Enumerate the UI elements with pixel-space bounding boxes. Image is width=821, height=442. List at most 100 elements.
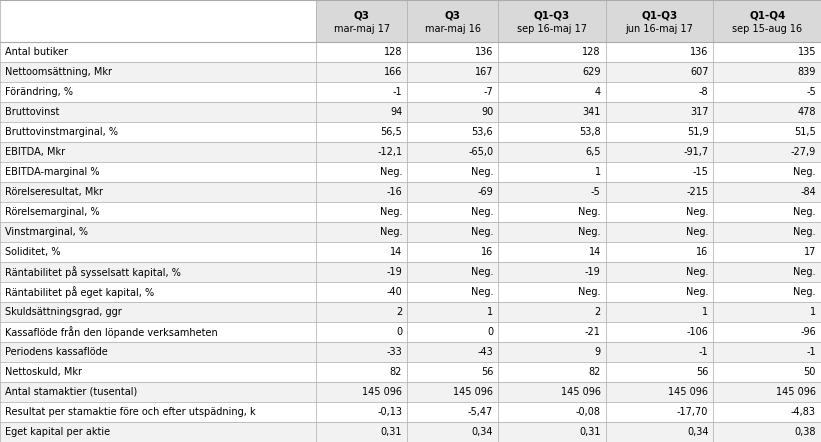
Text: Neg.: Neg. bbox=[578, 207, 601, 217]
Text: 51,5: 51,5 bbox=[794, 127, 816, 137]
Bar bbox=[0, 202, 821, 222]
Bar bbox=[0, 182, 821, 202]
Text: Neg.: Neg. bbox=[470, 227, 493, 237]
Bar bbox=[0, 162, 821, 182]
Text: 0,38: 0,38 bbox=[795, 427, 816, 437]
Text: Neg.: Neg. bbox=[470, 167, 493, 177]
Text: 317: 317 bbox=[690, 107, 709, 117]
Text: 82: 82 bbox=[589, 367, 601, 377]
Text: 51,9: 51,9 bbox=[686, 127, 709, 137]
Text: Rörelseresultat, Mkr: Rörelseresultat, Mkr bbox=[5, 187, 103, 197]
Text: 6,5: 6,5 bbox=[585, 147, 601, 157]
Text: 145 096: 145 096 bbox=[668, 387, 709, 397]
Bar bbox=[0, 282, 821, 302]
Text: -1: -1 bbox=[699, 347, 709, 357]
Text: Neg.: Neg. bbox=[794, 167, 816, 177]
Text: 56,5: 56,5 bbox=[380, 127, 402, 137]
Bar bbox=[0, 362, 821, 382]
Text: 167: 167 bbox=[475, 67, 493, 77]
Text: mar-maj 17: mar-maj 17 bbox=[333, 24, 390, 34]
Text: 2: 2 bbox=[594, 307, 601, 317]
Text: -27,9: -27,9 bbox=[791, 147, 816, 157]
Text: 2: 2 bbox=[396, 307, 402, 317]
Text: Neg.: Neg. bbox=[379, 207, 402, 217]
Text: 128: 128 bbox=[582, 47, 601, 57]
Text: EBITDA-marginal %: EBITDA-marginal % bbox=[5, 167, 99, 177]
Text: 0,31: 0,31 bbox=[381, 427, 402, 437]
Text: -84: -84 bbox=[800, 187, 816, 197]
Text: Antal stamaktier (tusental): Antal stamaktier (tusental) bbox=[5, 387, 137, 397]
Bar bbox=[0, 0, 316, 42]
Text: -1: -1 bbox=[806, 347, 816, 357]
Text: Räntabilitet på eget kapital, %: Räntabilitet på eget kapital, % bbox=[5, 286, 154, 298]
Text: 50: 50 bbox=[804, 367, 816, 377]
Text: 14: 14 bbox=[589, 247, 601, 257]
Text: Resultat per stamaktie före och efter utspädning, k: Resultat per stamaktie före och efter ut… bbox=[5, 407, 255, 417]
Bar bbox=[0, 62, 821, 82]
Text: sep 16-maj 17: sep 16-maj 17 bbox=[517, 24, 587, 34]
Text: Neg.: Neg. bbox=[470, 267, 493, 277]
Text: Soliditet, %: Soliditet, % bbox=[5, 247, 61, 257]
Text: -65,0: -65,0 bbox=[468, 147, 493, 157]
Text: Neg.: Neg. bbox=[794, 267, 816, 277]
Text: 1: 1 bbox=[810, 307, 816, 317]
Text: 629: 629 bbox=[582, 67, 601, 77]
Text: Neg.: Neg. bbox=[794, 207, 816, 217]
Text: Nettoskuld, Mkr: Nettoskuld, Mkr bbox=[5, 367, 82, 377]
Text: 128: 128 bbox=[383, 47, 402, 57]
Text: Q3: Q3 bbox=[354, 11, 369, 21]
Bar bbox=[0, 142, 821, 162]
Text: 4: 4 bbox=[594, 87, 601, 97]
Bar bbox=[407, 0, 498, 42]
Text: 1: 1 bbox=[487, 307, 493, 317]
Text: -7: -7 bbox=[484, 87, 493, 97]
Text: Neg.: Neg. bbox=[470, 207, 493, 217]
Text: -215: -215 bbox=[686, 187, 709, 197]
Bar bbox=[0, 402, 821, 422]
Bar bbox=[0, 242, 821, 262]
Text: Neg.: Neg. bbox=[470, 287, 493, 297]
Text: -0,08: -0,08 bbox=[576, 407, 601, 417]
Text: Skuldsättningsgrad, ggr: Skuldsättningsgrad, ggr bbox=[5, 307, 122, 317]
Text: 0,34: 0,34 bbox=[687, 427, 709, 437]
Text: -106: -106 bbox=[686, 327, 709, 337]
Text: Eget kapital per aktie: Eget kapital per aktie bbox=[5, 427, 110, 437]
Text: Kassaflöde från den löpande verksamheten: Kassaflöde från den löpande verksamheten bbox=[5, 326, 218, 338]
Text: -40: -40 bbox=[387, 287, 402, 297]
Bar bbox=[0, 342, 821, 362]
Text: -17,70: -17,70 bbox=[677, 407, 709, 417]
Text: 145 096: 145 096 bbox=[561, 387, 601, 397]
Bar bbox=[0, 262, 821, 282]
Text: 16: 16 bbox=[696, 247, 709, 257]
Text: 9: 9 bbox=[594, 347, 601, 357]
Text: mar-maj 16: mar-maj 16 bbox=[424, 24, 480, 34]
Text: 14: 14 bbox=[390, 247, 402, 257]
Text: Förändring, %: Förändring, % bbox=[5, 87, 73, 97]
Text: 0: 0 bbox=[396, 327, 402, 337]
Text: 135: 135 bbox=[797, 47, 816, 57]
Text: -5: -5 bbox=[806, 87, 816, 97]
Text: Neg.: Neg. bbox=[578, 227, 601, 237]
Bar bbox=[0, 422, 821, 442]
Text: Neg.: Neg. bbox=[379, 167, 402, 177]
Text: Neg.: Neg. bbox=[686, 267, 709, 277]
Text: 839: 839 bbox=[798, 67, 816, 77]
Text: 145 096: 145 096 bbox=[776, 387, 816, 397]
Text: Bruttovinstmarginal, %: Bruttovinstmarginal, % bbox=[5, 127, 118, 137]
Bar bbox=[498, 0, 606, 42]
Text: -8: -8 bbox=[699, 87, 709, 97]
Text: 90: 90 bbox=[481, 107, 493, 117]
Text: -33: -33 bbox=[387, 347, 402, 357]
Bar bbox=[0, 222, 821, 242]
Text: 0,31: 0,31 bbox=[580, 427, 601, 437]
Text: jun 16-maj 17: jun 16-maj 17 bbox=[626, 24, 694, 34]
Text: sep 15-aug 16: sep 15-aug 16 bbox=[732, 24, 802, 34]
Text: 56: 56 bbox=[696, 367, 709, 377]
Text: -16: -16 bbox=[387, 187, 402, 197]
Text: Bruttovinst: Bruttovinst bbox=[5, 107, 59, 117]
Text: -69: -69 bbox=[477, 187, 493, 197]
Bar bbox=[0, 102, 821, 122]
Text: Periodens kassaflöde: Periodens kassaflöde bbox=[5, 347, 108, 357]
Text: Räntabilitet på sysselsatt kapital, %: Räntabilitet på sysselsatt kapital, % bbox=[5, 266, 181, 278]
Text: 0: 0 bbox=[487, 327, 493, 337]
